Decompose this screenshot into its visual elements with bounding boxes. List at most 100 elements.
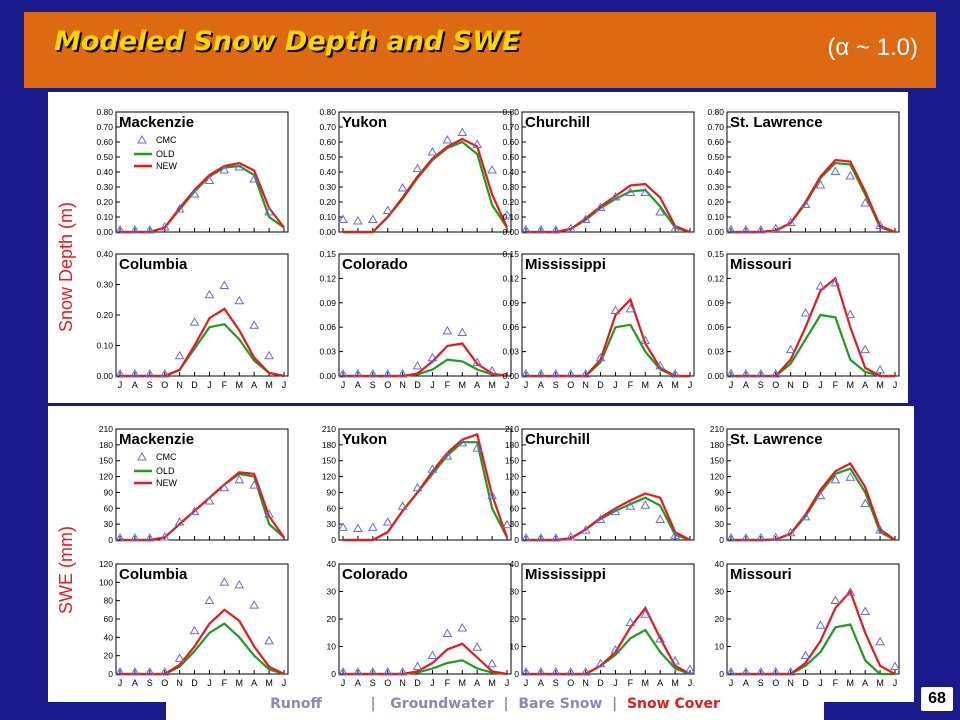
- cmc-point: [726, 368, 736, 378]
- cmc-point: [830, 595, 841, 604]
- cmc-point: [249, 173, 260, 183]
- cmc-point: [770, 368, 781, 378]
- cmc-point: [890, 661, 900, 670]
- nav-snow-cover[interactable]: Snow Cover: [626, 696, 720, 712]
- nav-groundwater[interactable]: Groundwater: [390, 696, 494, 712]
- cmc-point: [144, 666, 155, 676]
- y-tick-label: 180: [99, 440, 113, 450]
- cmc-point: [204, 595, 215, 604]
- cmc-point: [536, 532, 546, 542]
- old-series-line: [343, 140, 508, 234]
- y-tick-label: 40: [327, 559, 337, 569]
- snow-depth-axis-label: Snow Depth (m): [56, 201, 76, 332]
- x-tick-label: O: [567, 678, 574, 688]
- cmc-point: [580, 214, 591, 223]
- cmc-point: [412, 482, 423, 492]
- y-tick-label: 0.00: [319, 227, 336, 237]
- y-tick-label: 0.15: [319, 249, 336, 259]
- cmc-point: [815, 620, 826, 629]
- x-tick-label: J: [818, 380, 823, 390]
- cmc-point: [875, 220, 885, 229]
- cmc-point: [521, 666, 531, 676]
- y-tick-label: 0.40: [96, 249, 113, 259]
- y-tick-label: 0.03: [319, 347, 336, 357]
- nav-runoff[interactable]: Runoff: [270, 696, 322, 712]
- cmc-point: [338, 522, 348, 531]
- panel-title: Churchill: [525, 431, 590, 448]
- cmc-point: [442, 628, 453, 637]
- cmc-point: [726, 224, 736, 234]
- x-tick-label: M: [642, 678, 650, 688]
- cmc-point: [502, 519, 512, 529]
- y-tick-label: 0.80: [502, 107, 519, 117]
- cmc-point: [204, 175, 215, 184]
- cmc-point: [115, 368, 125, 378]
- cmc-point: [457, 327, 468, 337]
- cmc-point: [550, 666, 561, 676]
- y-tick-label: 0.00: [502, 371, 519, 381]
- new-series-line: [526, 492, 691, 542]
- x-tick-label: J: [282, 380, 287, 390]
- swe-churchill-panel: Churchill 0 30 60 90 120 150 180 210: [505, 424, 695, 545]
- y-tick-label: 20: [104, 651, 114, 661]
- y-tick-label: 30: [327, 587, 337, 597]
- cmc-point: [830, 166, 841, 175]
- y-tick-label: 0.60: [319, 137, 336, 147]
- new-series-line: [120, 161, 285, 234]
- cmc-point: [860, 197, 871, 207]
- x-tick-label: A: [355, 678, 361, 688]
- new-series-line: [731, 589, 896, 676]
- cmc-point: [536, 224, 546, 234]
- old-series-line: [120, 622, 285, 676]
- cmc-point: [755, 368, 766, 378]
- cmc-point: [234, 474, 245, 484]
- y-tick-label: 0: [719, 535, 724, 545]
- y-tick-label: 0.30: [96, 182, 113, 192]
- x-tick-label: N: [787, 678, 794, 688]
- cmc-point: [174, 203, 185, 213]
- y-tick-label: 10: [327, 642, 337, 652]
- cmc-point: [770, 532, 781, 541]
- cmc-point: [338, 666, 348, 676]
- x-tick-label: J: [524, 380, 529, 390]
- cmc-point: [785, 666, 796, 676]
- y-tick-label: 80: [104, 596, 114, 606]
- y-tick-label: 0.09: [502, 298, 519, 308]
- new-series-line: [731, 461, 896, 542]
- nav-bare-snow[interactable]: Bare Snow: [518, 696, 603, 712]
- cmc-point: [487, 164, 497, 174]
- y-tick-label: 0.50: [96, 152, 113, 162]
- cmc-point: [159, 666, 170, 676]
- cmc-point: [565, 666, 576, 676]
- x-tick-label: O: [772, 678, 779, 688]
- cmc-point: [595, 352, 606, 362]
- cmc-point: [755, 532, 766, 542]
- y-tick-label: 0.09: [707, 298, 724, 308]
- swe-st-lawrence-panel: St. Lawrence 0 30 60 90 120 150 180 210: [710, 424, 900, 545]
- cmc-point: [741, 532, 751, 542]
- cmc-point: [845, 309, 856, 319]
- cmc-point: [640, 335, 651, 345]
- plot-frame: [338, 428, 512, 541]
- cmc-point: [472, 139, 483, 148]
- x-tick-label: M: [488, 678, 496, 688]
- y-tick-label: 210: [505, 424, 519, 434]
- cmc-point: [595, 514, 606, 523]
- x-tick-label: N: [399, 678, 406, 688]
- x-tick-label: S: [147, 678, 153, 688]
- panel-title: Columbia: [119, 256, 188, 273]
- cmc-point: [625, 617, 636, 626]
- cmc-point: [353, 523, 363, 532]
- y-tick-label: 90: [510, 487, 520, 497]
- x-tick-label: M: [236, 380, 244, 390]
- cmc-point: [130, 532, 140, 542]
- cmc-point: [382, 666, 393, 676]
- depth-mackenzie-panel: Mackenzie 0.00 0.10 0.20 0.30 0.40 0.50 0.60 0.7…: [96, 107, 289, 237]
- y-tick-label: 0.50: [502, 152, 519, 162]
- cmc-point: [382, 205, 393, 214]
- cmc-point: [741, 666, 751, 676]
- bottom-nav-text: Runoff | Groundwater | Bare Snow | Snow …: [270, 696, 720, 712]
- y-tick-label: 120: [99, 472, 113, 482]
- x-tick-label: F: [628, 380, 634, 390]
